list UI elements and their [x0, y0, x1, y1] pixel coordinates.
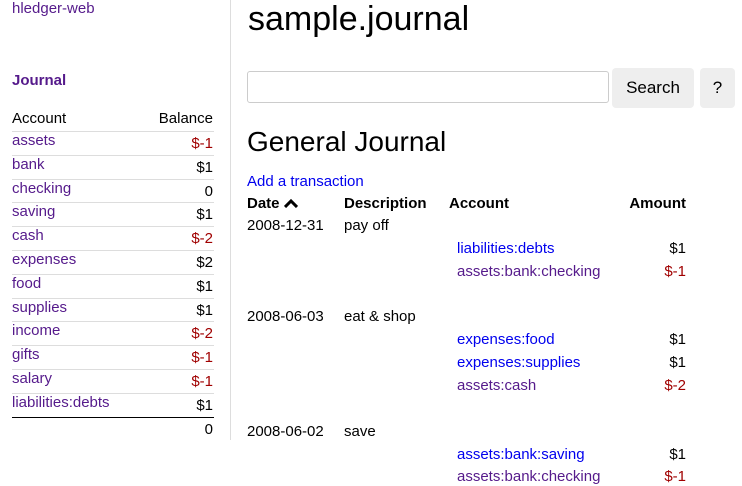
account-balance: $1	[196, 206, 213, 224]
posting-amount: $1	[669, 240, 686, 257]
account-link[interactable]: saving	[12, 203, 56, 221]
account-row: supplies $1	[12, 297, 214, 322]
posting-account-link[interactable]: expenses:food	[457, 331, 555, 349]
add-transaction-link[interactable]: Add a transaction	[247, 173, 364, 190]
journal-link[interactable]: Journal	[12, 72, 67, 89]
posting-account-link[interactable]: assets:cash	[457, 376, 537, 394]
date-header-label: Date	[247, 195, 280, 212]
posting-amount: $1	[669, 331, 686, 349]
account-balance: $-1	[191, 135, 213, 152]
date-sort-header[interactable]: Date	[247, 195, 298, 213]
account-link[interactable]: cash	[12, 227, 44, 245]
account-row: liabilities:debts $1	[12, 392, 214, 417]
transaction-date: 2008-06-02	[247, 422, 324, 440]
account-link[interactable]: bank	[12, 155, 45, 173]
transaction-description: eat & shop	[344, 308, 416, 326]
account-link[interactable]: liabilities:debts	[12, 393, 110, 411]
account-link[interactable]: expenses	[12, 251, 77, 268]
account-balance: $1	[196, 158, 213, 176]
account-link[interactable]: supplies	[12, 298, 68, 316]
page-title: sample.journal	[248, 0, 470, 38]
search-input[interactable]	[247, 71, 609, 103]
account-balance: $-1	[191, 349, 213, 367]
posting-amount: $-1	[664, 262, 686, 280]
transaction-date: 2008-06-03	[247, 308, 324, 326]
chevron-up-icon	[283, 198, 298, 209]
app-home-link[interactable]: hledger-web	[12, 0, 95, 17]
account-balance: $1	[196, 396, 213, 414]
transaction-description: save	[344, 422, 376, 440]
account-column-header: Account	[449, 195, 509, 212]
account-link[interactable]: checking	[12, 179, 72, 197]
account-balance: $-2	[191, 230, 213, 248]
transaction-description: pay off	[344, 217, 389, 234]
account-balance: $-2	[191, 325, 213, 343]
account-row: gifts $-1	[12, 345, 214, 369]
total-balance: 0	[204, 420, 213, 438]
search-button[interactable]: Search	[612, 68, 694, 108]
posting-account-link[interactable]: liabilities:debts	[457, 240, 555, 257]
account-link[interactable]: income	[12, 322, 61, 340]
account-row: salary $-1	[12, 369, 214, 393]
account-link[interactable]: gifts	[12, 346, 40, 364]
account-link[interactable]: assets	[12, 132, 56, 149]
posting-amount: $-1	[664, 468, 686, 486]
balance-header: Balance	[158, 110, 213, 127]
account-row: assets $-1	[12, 131, 214, 155]
sidebar: hledger-web Journal Account Balance asse…	[0, 0, 231, 440]
posting-amount: $-2	[664, 376, 686, 394]
account-row: expenses $2	[12, 250, 214, 274]
transaction-date: 2008-12-31	[247, 217, 324, 234]
posting-account-link[interactable]: assets:bank:checking	[457, 468, 601, 486]
account-link[interactable]: salary	[12, 370, 53, 387]
account-balance: $2	[196, 254, 213, 271]
account-row: checking 0	[12, 178, 214, 203]
account-header: Account	[12, 110, 67, 127]
account-row: cash $-2	[12, 226, 214, 250]
account-balance: 0	[204, 182, 213, 200]
account-link[interactable]: food	[12, 274, 42, 292]
account-balance: $1	[196, 301, 213, 319]
journal-heading: General Journal	[247, 126, 447, 157]
posting-account-link[interactable]: expenses:supplies	[457, 354, 581, 372]
total-row: 0	[12, 416, 214, 441]
account-row: saving $1	[12, 202, 214, 226]
posting-account-link[interactable]: assets:bank:saving	[457, 445, 585, 463]
account-balance: $1	[196, 277, 213, 295]
account-row: income $-2	[12, 321, 214, 345]
posting-account-link[interactable]: assets:bank:checking	[457, 262, 601, 280]
amount-header: Amount	[629, 195, 686, 212]
help-button[interactable]: ?	[700, 68, 735, 108]
posting-amount: $1	[669, 354, 686, 372]
account-row: bank $1	[12, 154, 214, 179]
posting-amount: $1	[669, 445, 686, 463]
account-balance: $-1	[191, 373, 213, 390]
description-header: Description	[344, 195, 427, 212]
account-row: food $1	[12, 273, 214, 298]
